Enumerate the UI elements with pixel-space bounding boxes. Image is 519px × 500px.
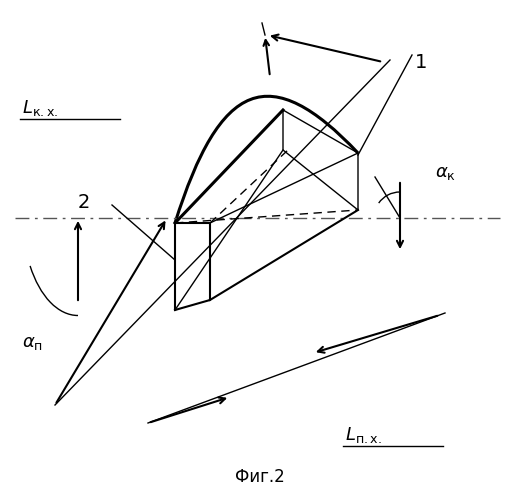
- Text: 1: 1: [415, 53, 427, 72]
- Text: 2: 2: [78, 194, 90, 212]
- Text: $L_{\rm п.х.}$: $L_{\rm п.х.}$: [345, 425, 382, 445]
- Text: $\alpha_{\rm п}$: $\alpha_{\rm п}$: [22, 334, 43, 352]
- Text: Фиг.2: Фиг.2: [235, 468, 284, 486]
- Text: $\alpha_{\rm к}$: $\alpha_{\rm к}$: [435, 164, 456, 182]
- Text: $L_{\rm к.х.}$: $L_{\rm к.х.}$: [22, 98, 58, 118]
